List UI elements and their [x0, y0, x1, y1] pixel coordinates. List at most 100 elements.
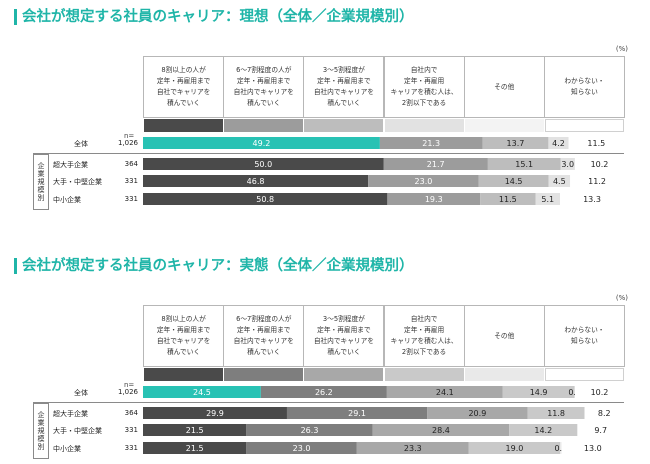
- row-n-value: 1,026: [117, 139, 138, 147]
- data-label: 26.2: [315, 388, 333, 397]
- data-label: 13.3: [583, 195, 601, 204]
- legend-header-2: 6～7割程度の人が 定年・再雇用まで 自社内でキャリアを 積んでいく: [223, 305, 305, 367]
- row-n-value: 1,026: [117, 388, 138, 396]
- data-label: 3.0: [561, 160, 574, 169]
- n-header: n=: [124, 132, 135, 140]
- bar-segment: [509, 424, 578, 436]
- data-label: 21.5: [186, 444, 204, 453]
- bar-segment: [577, 424, 624, 436]
- stacked-bar-svg: 24.5 26.2 24.1 14.9 0.1 10.2: [143, 386, 624, 398]
- chart-panel-actual: 会社が想定する社員のキャリア：実態（全体／企業規模別） (%) 8割以上の人が 定年…: [0, 255, 650, 464]
- legend-swatch-3: [304, 119, 384, 132]
- data-label: 8.2: [598, 409, 611, 418]
- data-label: 29.1: [348, 409, 366, 418]
- legend-header-5: その他: [463, 56, 545, 118]
- chart-panel-ideal: 会社が想定する社員のキャリア：理想（全体／企業規模別） (%) 8割以上の人が 定年…: [0, 6, 650, 216]
- legend-header-3: 3～5割程度が 定年・再雇用まで 自社内でキャリアを 積んでいく: [303, 56, 385, 118]
- data-label: 24.1: [436, 388, 454, 397]
- data-label: 4.5: [553, 177, 566, 186]
- legend-header-6: わからない・ 知らない: [543, 305, 625, 367]
- bar-segment: [246, 442, 357, 454]
- stacked-bar: 24.5 26.2 24.1 14.9 0.1 10.2: [143, 386, 624, 398]
- data-label: 11.5: [587, 139, 605, 148]
- row-n-value: 364: [124, 160, 138, 168]
- legend-swatch-4: [384, 368, 464, 381]
- data-label: 5.1: [541, 195, 554, 204]
- bar-segment: [561, 442, 624, 454]
- row-n-value: 331: [124, 444, 138, 452]
- title-accent-bar: [14, 258, 17, 274]
- stacked-bar: 49.2 21.3 13.7 4.2 11.5: [143, 137, 624, 149]
- stacked-bar: 29.9 29.1 20.9 11.8 8.2: [143, 407, 624, 419]
- bar-segment: [143, 137, 380, 149]
- bar-segment: [570, 175, 624, 187]
- bar-segment: [548, 175, 571, 187]
- data-label: 21.7: [427, 160, 445, 169]
- row-label: 中小企業: [53, 445, 81, 453]
- data-label: 0.3: [554, 444, 567, 453]
- data-label: 11.8: [547, 409, 565, 418]
- stacked-bar-svg: 29.9 29.1 20.9 11.8 8.2: [143, 407, 624, 419]
- bar-segment: [143, 442, 247, 454]
- total-row-separator: [33, 153, 624, 154]
- row-n-value: 331: [124, 426, 138, 434]
- stacked-bar: 21.5 26.3 28.4 14.2 9.7: [143, 424, 624, 436]
- bar-segment: [482, 137, 549, 149]
- data-label: 50.8: [256, 195, 274, 204]
- bar-segment: [260, 386, 387, 398]
- bar-segment: [478, 175, 549, 187]
- legend-header-1: 8割以上の人が 定年・再雇用まで 自社でキャリアを 積んでいく: [143, 56, 225, 118]
- bar-segment: [379, 137, 483, 149]
- bar-segment: [468, 442, 561, 454]
- data-label: 26.3: [301, 426, 319, 435]
- company-size-group-label: 企業規模別: [33, 154, 49, 210]
- legend-swatch-6: [544, 119, 624, 132]
- data-label: 23.3: [404, 444, 422, 453]
- stacked-bar-svg: 21.5 26.3 28.4 14.2 9.7: [143, 424, 624, 436]
- bar-segment: [143, 175, 369, 187]
- chart-title: 会社が想定する社員のキャリア：実態（全体／企業規模別）: [22, 258, 414, 274]
- group-label-text: 企業規模別: [37, 411, 45, 451]
- legend-header-3: 3～5割程度が 定年・再雇用まで 自社内でキャリアを 積んでいく: [303, 305, 385, 367]
- row-label: 全体: [74, 140, 88, 148]
- stacked-bar-svg: 49.2 21.3 13.7 4.2 11.5: [143, 137, 624, 149]
- row-label: 中小企業: [53, 196, 81, 204]
- bar-segment: [368, 175, 479, 187]
- bar-segment: [143, 407, 287, 419]
- data-label: 15.1: [515, 160, 533, 169]
- bar-segment: [143, 386, 261, 398]
- row-label: 大手・中堅企業: [53, 178, 102, 186]
- legend-header-6: わからない・ 知らない: [543, 56, 625, 118]
- stacked-bar: 50.0 21.7 15.1 3.0 10.2: [143, 158, 624, 170]
- title-accent-bar: [14, 9, 17, 25]
- legend-swatch-5: [464, 119, 544, 132]
- stacked-bar-svg: 50.8 19.3 11.5 5.1 13.3: [143, 193, 624, 205]
- legend-swatch-1: [144, 368, 224, 381]
- bar-segment: [548, 137, 569, 149]
- bar-segment: [560, 193, 624, 205]
- unit-label: (%): [615, 45, 628, 53]
- stacked-bar-svg: 21.5 23.0 23.3 19.0 0.3 13.0: [143, 442, 624, 454]
- bar-segment: [387, 193, 481, 205]
- stacked-bar: 46.8 23.0 14.5 4.5 11.2: [143, 175, 624, 187]
- row-label: 超大手企業: [53, 410, 88, 418]
- data-label: 20.9: [468, 409, 486, 418]
- unit-label: (%): [615, 294, 628, 302]
- data-label: 29.9: [206, 409, 224, 418]
- stacked-bar: 50.8 19.3 11.5 5.1 13.3: [143, 193, 624, 205]
- data-label: 28.4: [432, 426, 450, 435]
- data-label: 0.1: [568, 388, 581, 397]
- data-label: 49.2: [253, 139, 271, 148]
- bar-segment: [560, 158, 575, 170]
- company-size-group-label: 企業規模別: [33, 403, 49, 459]
- data-label: 13.0: [584, 444, 602, 453]
- bar-segment: [143, 424, 247, 436]
- stacked-bar: 21.5 23.0 23.3 19.0 0.3 13.0: [143, 442, 624, 454]
- bar-segment: [480, 193, 536, 205]
- data-label: 13.7: [507, 139, 525, 148]
- bar-segment: [143, 158, 384, 170]
- data-label: 46.8: [247, 177, 265, 186]
- total-row-separator: [33, 402, 624, 403]
- legend-swatch-2: [224, 119, 304, 132]
- bar-segment: [560, 442, 562, 454]
